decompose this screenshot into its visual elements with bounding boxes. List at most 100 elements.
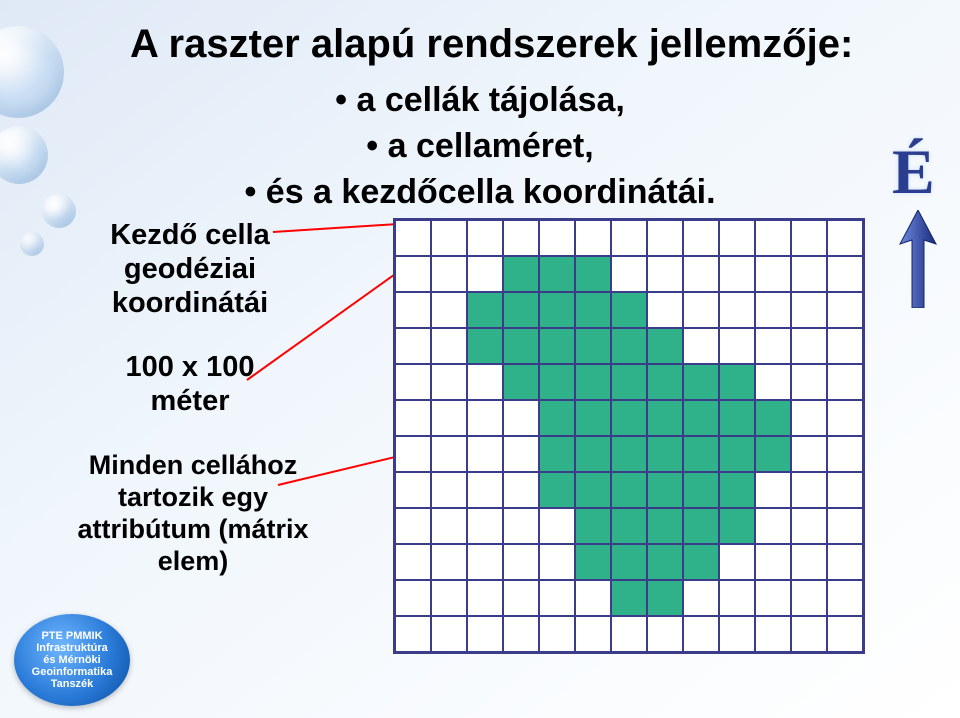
raster-cell [827, 256, 863, 292]
raster-cell [539, 364, 575, 400]
raster-cell [395, 400, 431, 436]
raster-cell [719, 292, 755, 328]
raster-cell [503, 400, 539, 436]
raster-cell [755, 544, 791, 580]
dept-line: és Mérnöki [43, 654, 100, 666]
label-cell-size: 100 x 100 méter [95, 350, 285, 418]
raster-cell [791, 400, 827, 436]
raster-cell [791, 292, 827, 328]
raster-cell [647, 328, 683, 364]
raster-cell [395, 364, 431, 400]
page-title: A raszter alapú rendszerek jellemzője: [130, 22, 853, 67]
raster-cell [467, 256, 503, 292]
dept-line: Tanszék [51, 678, 94, 690]
raster-cell [395, 616, 431, 652]
raster-cell [431, 508, 467, 544]
raster-cell [467, 580, 503, 616]
raster-cell [431, 364, 467, 400]
label-attribute: Minden cellához tartozik egy attribútum … [48, 450, 338, 577]
raster-cell [755, 472, 791, 508]
raster-cell [467, 472, 503, 508]
raster-cell [683, 616, 719, 652]
raster-cell [683, 364, 719, 400]
raster-cell [431, 436, 467, 472]
dept-line: PTE PMMIK [41, 630, 102, 642]
raster-cell [539, 328, 575, 364]
raster-cell [611, 472, 647, 508]
raster-cell [719, 364, 755, 400]
bullet-item: • és a kezdőcella koordinátái. [0, 170, 960, 216]
raster-cell [611, 256, 647, 292]
raster-cell [755, 364, 791, 400]
raster-cell [755, 508, 791, 544]
raster-cell [611, 400, 647, 436]
raster-cell [647, 436, 683, 472]
raster-cell [791, 544, 827, 580]
raster-cell [575, 472, 611, 508]
raster-cell [683, 508, 719, 544]
north-letter: É [892, 135, 933, 209]
raster-cell [647, 544, 683, 580]
raster-cell [395, 220, 431, 256]
raster-cell [575, 436, 611, 472]
raster-cell [467, 400, 503, 436]
raster-cell [755, 616, 791, 652]
raster-cell [719, 472, 755, 508]
raster-cell [755, 292, 791, 328]
raster-cell [719, 436, 755, 472]
raster-cell [467, 508, 503, 544]
raster-cell [791, 364, 827, 400]
raster-cell [611, 292, 647, 328]
raster-cell [539, 580, 575, 616]
raster-cell [791, 328, 827, 364]
raster-cell [395, 436, 431, 472]
label-start-cell: Kezdő cella geodéziai koordinátái [60, 218, 320, 321]
label-cell-size-text: 100 x 100 méter [95, 350, 285, 418]
raster-cell [503, 364, 539, 400]
raster-cell [431, 292, 467, 328]
raster-cell [503, 220, 539, 256]
raster-cell [647, 472, 683, 508]
raster-cell [827, 616, 863, 652]
bullet-list: • a cellák tájolása, • a cellaméret, • é… [0, 78, 960, 216]
raster-cell [791, 508, 827, 544]
raster-cell [827, 508, 863, 544]
raster-cell [647, 616, 683, 652]
raster-cell [431, 400, 467, 436]
raster-cell [791, 220, 827, 256]
raster-cell [539, 436, 575, 472]
raster-cell [539, 616, 575, 652]
raster-cell [611, 364, 647, 400]
raster-cell [719, 328, 755, 364]
raster-cell [791, 472, 827, 508]
raster-cell [395, 508, 431, 544]
label-start-cell-text: Kezdő cella geodéziai koordinátái [60, 218, 320, 321]
raster-cell [791, 580, 827, 616]
raster-cell [647, 400, 683, 436]
raster-cell [719, 220, 755, 256]
raster-cell [827, 364, 863, 400]
raster-cell [503, 256, 539, 292]
raster-cell [503, 544, 539, 580]
bullet-item: • a cellaméret, [0, 124, 960, 170]
raster-cell [611, 328, 647, 364]
raster-cell [647, 364, 683, 400]
raster-cell [539, 544, 575, 580]
raster-cell [503, 292, 539, 328]
raster-cell [827, 292, 863, 328]
raster-cell [611, 580, 647, 616]
raster-cell [539, 292, 575, 328]
raster-cell [575, 580, 611, 616]
raster-cell [503, 508, 539, 544]
raster-cell [827, 400, 863, 436]
raster-cell [647, 256, 683, 292]
raster-cell [539, 256, 575, 292]
bullet-text: és a kezdőcella koordinátái. [266, 173, 716, 211]
label-attribute-text: Minden cellához tartozik egy attribútum … [48, 450, 338, 577]
raster-cell [611, 508, 647, 544]
raster-cell [431, 220, 467, 256]
raster-cell [575, 616, 611, 652]
raster-cell [683, 292, 719, 328]
raster-grid [395, 220, 863, 652]
raster-cell [575, 364, 611, 400]
